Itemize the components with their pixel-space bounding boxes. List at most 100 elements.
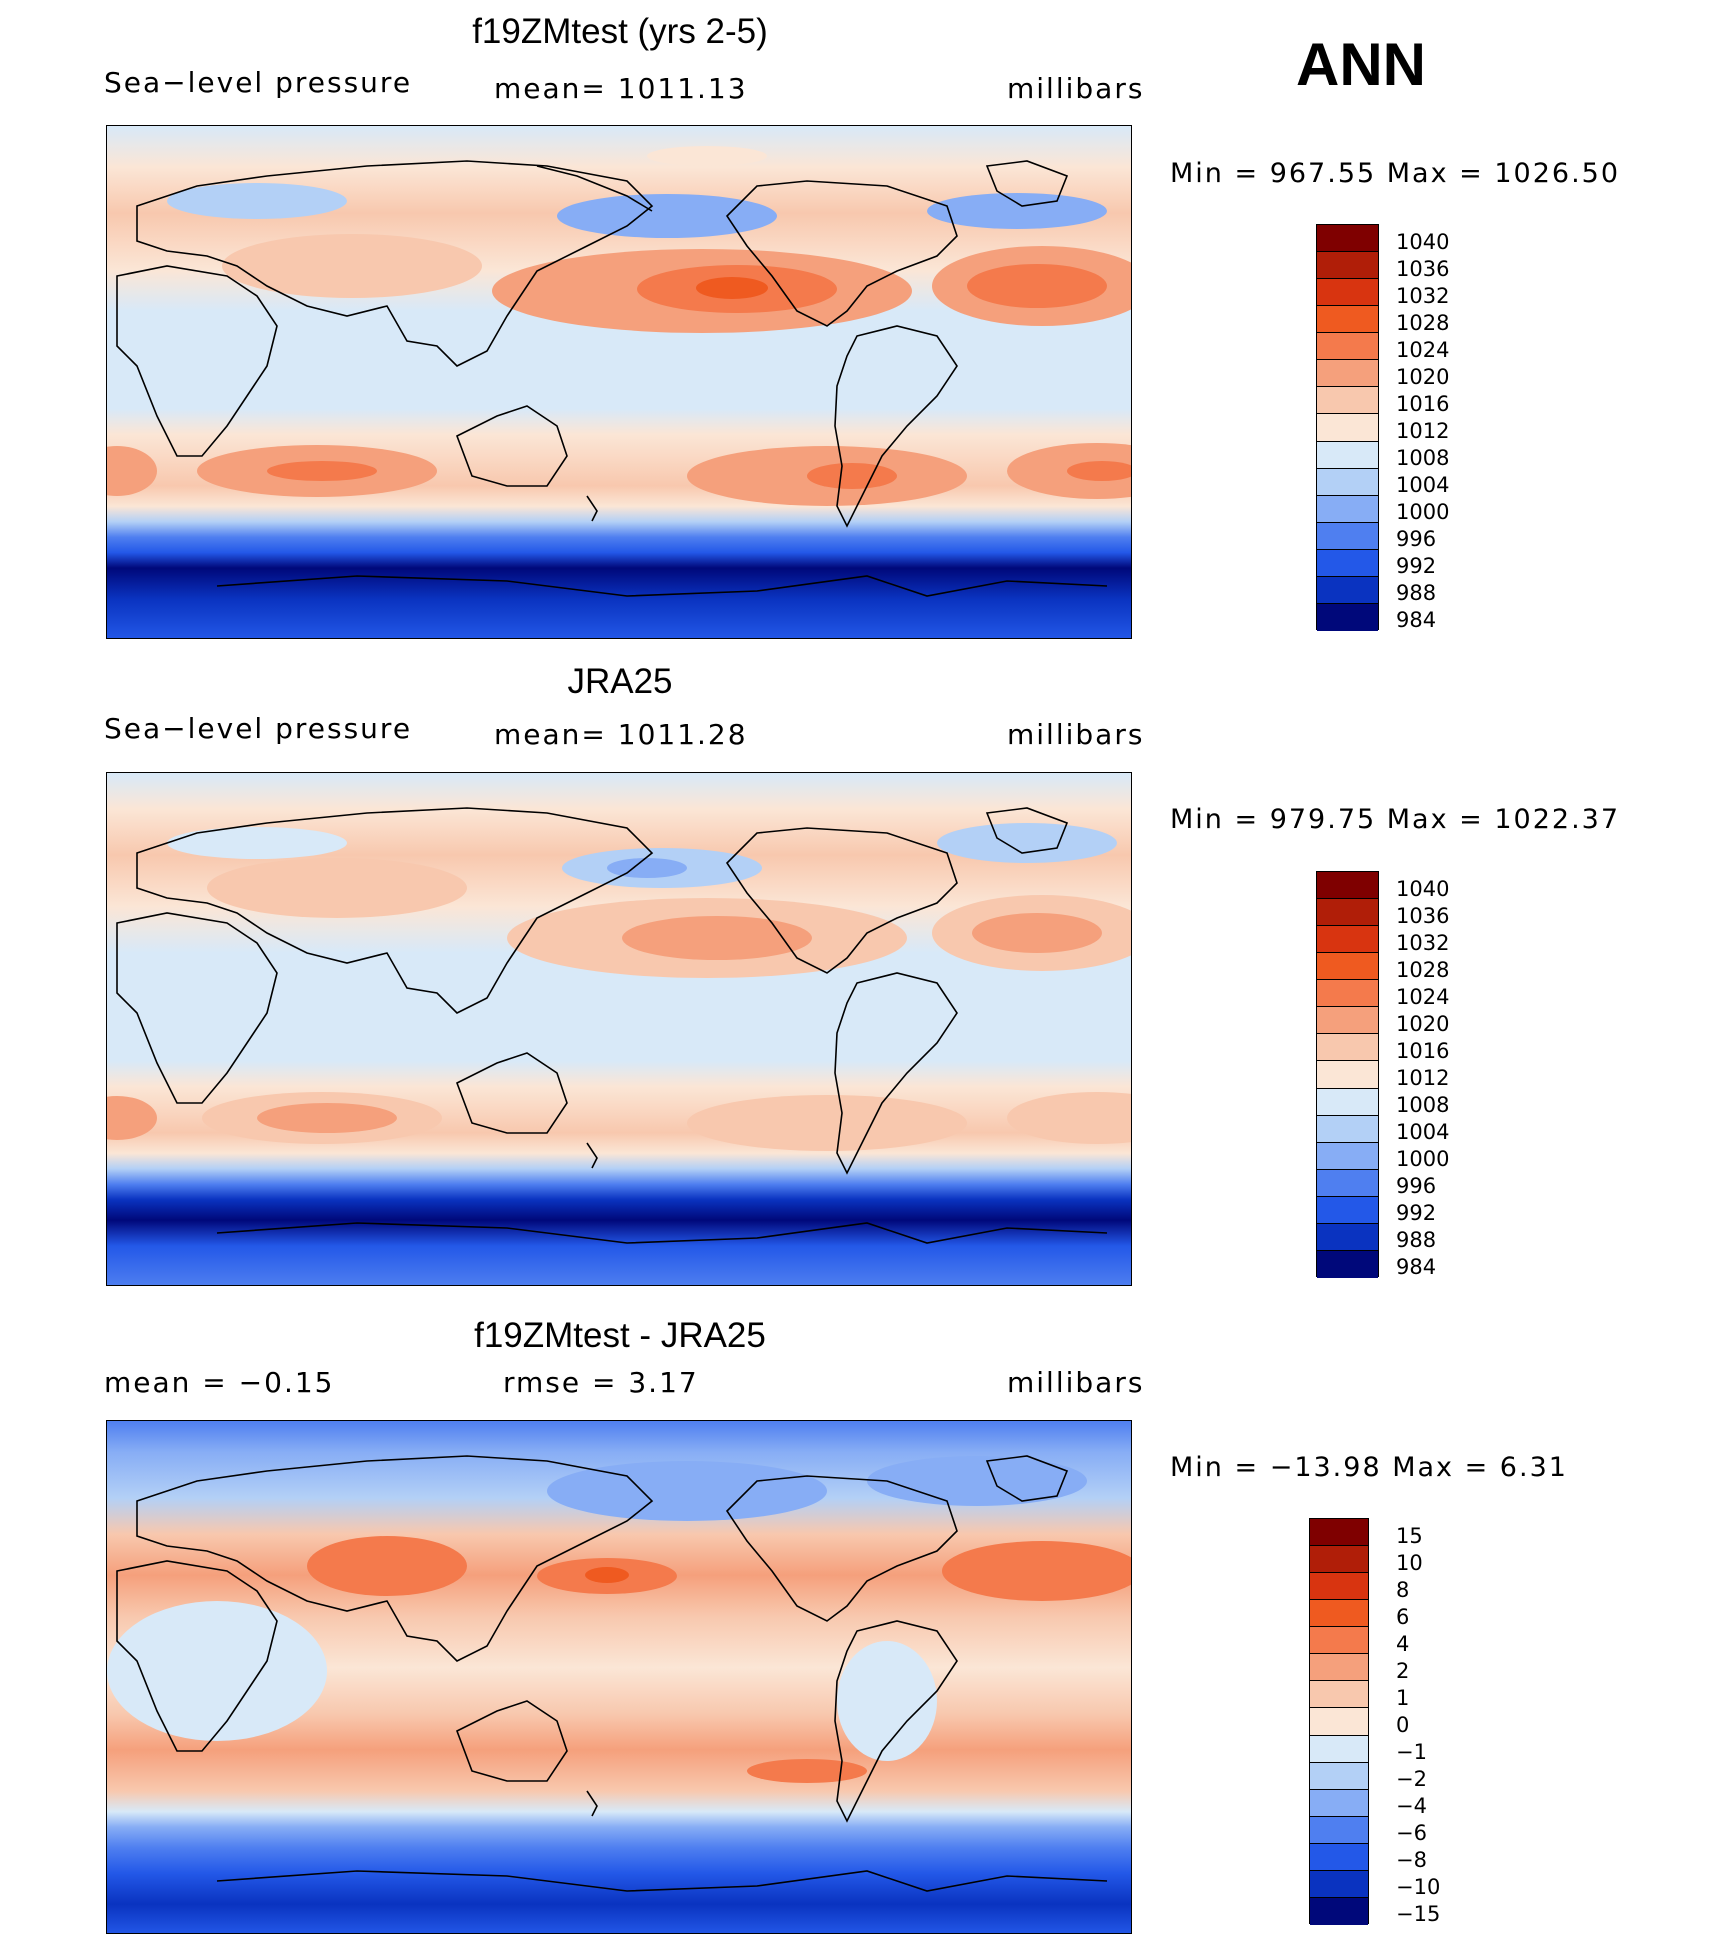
colorbar-level-label: 6 [1396, 1604, 1410, 1629]
colorbar-swatch [1310, 1735, 1368, 1763]
colorbar-level-label: 0 [1396, 1713, 1410, 1737]
colorbar-level-label: 996 [1396, 1174, 1437, 1199]
colorbar-level-label: 988 [1396, 1228, 1437, 1253]
panel-1-title: f19ZMtest (yrs 2-5) [472, 12, 768, 51]
panel-3-units-label: millibars [1007, 1366, 1145, 1399]
colorbar-level-label: 1008 [1396, 1093, 1450, 1118]
colorbar-level-label: 1028 [1396, 957, 1450, 982]
colorbar-level-label: 1040 [1396, 876, 1450, 901]
colorbar-swatch [1317, 1142, 1378, 1170]
panel-2-variable-label: Sea−level pressure [104, 712, 413, 745]
panel-3-rmse-label: rmse = 3.17 [503, 1366, 699, 1399]
colorbar-level-label: 1 [1396, 1685, 1410, 1710]
colorbar-swatch [1317, 899, 1378, 927]
colorbar-swatch [1317, 1088, 1378, 1116]
colorbar-level-label: 4 [1396, 1631, 1410, 1656]
colorbar-swatch [1310, 1519, 1368, 1547]
colorbar-swatch [1317, 1196, 1378, 1224]
colorbar-swatch [1317, 1007, 1378, 1035]
colorbar-level-label: 984 [1396, 608, 1437, 633]
panel-3-mean-label: mean = −0.15 [104, 1366, 335, 1399]
colorbar-swatch [1310, 1600, 1368, 1628]
colorbar-level-label: −2 [1396, 1767, 1427, 1792]
panel-2-mean-label: mean= 1011.28 [494, 718, 748, 751]
colorbar-swatch [1317, 360, 1378, 388]
colorbar-swatch [1317, 306, 1378, 334]
colorbar-swatch [1317, 1223, 1378, 1251]
colorbar-swatch [1310, 1816, 1368, 1844]
colorbar-level-label: 1024 [1396, 984, 1450, 1009]
colorbar-level-label: −10 [1396, 1875, 1441, 1900]
colorbar-swatch [1317, 1034, 1378, 1062]
colorbar-level-label: 1008 [1396, 446, 1450, 471]
colorbar-level-label: 1000 [1396, 500, 1450, 525]
colorbar-level-label: 1004 [1396, 1120, 1450, 1145]
colorbar-swatch [1310, 1870, 1368, 1898]
colorbar-swatch [1310, 1708, 1368, 1736]
panel-3-title: f19ZMtest - JRA25 [474, 1316, 766, 1355]
colorbar-swatch [1317, 1061, 1378, 1089]
colorbar-swatch [1317, 279, 1378, 307]
colorbar-level-label: 1016 [1396, 391, 1450, 416]
colorbar-swatch [1317, 1115, 1378, 1143]
colorbar-swatch [1317, 414, 1378, 442]
colorbar-level-label: 988 [1396, 581, 1437, 606]
colorbar-level-label: 1024 [1396, 337, 1450, 362]
colorbar-swatch [1317, 468, 1378, 496]
colorbar-swatch [1317, 926, 1378, 954]
colorbar-swatch [1317, 603, 1378, 631]
colorbar-level-label: −8 [1396, 1848, 1427, 1873]
panel-1-variable-label: Sea−level pressure [104, 66, 413, 99]
colorbar-swatch [1317, 387, 1378, 415]
colorbar-level-label: 1028 [1396, 310, 1450, 335]
colorbar-level-label: 10 [1396, 1550, 1423, 1575]
colorbar-level-label: 1036 [1396, 256, 1450, 281]
colorbar-swatch [1310, 1762, 1368, 1790]
panel-3-map [106, 1420, 1132, 1934]
colorbar-level-label: −15 [1396, 1902, 1441, 1927]
colorbar-swatch [1310, 1897, 1368, 1925]
colorbar-swatch [1310, 1573, 1368, 1601]
colorbar-swatch [1317, 980, 1378, 1008]
colorbar-level-label: 1012 [1396, 419, 1450, 443]
colorbar-level-label: 992 [1396, 554, 1437, 579]
panel-1-mean-label: mean= 1011.13 [494, 72, 748, 105]
colorbar-swatch [1310, 1789, 1368, 1817]
panel-2-map [106, 772, 1132, 1286]
colorbar-level-label: 1036 [1396, 903, 1450, 928]
colorbar-swatch [1317, 1169, 1378, 1197]
colorbar-level-label: 1032 [1396, 283, 1450, 308]
colorbar-level-label: 1004 [1396, 473, 1450, 498]
colorbar-swatch [1310, 1843, 1368, 1871]
colorbar-swatch [1317, 953, 1378, 981]
panel-3-colorbar [1309, 1518, 1369, 1925]
panel-2-units-label: millibars [1007, 718, 1145, 751]
panel-1-map [106, 125, 1132, 639]
colorbar-swatch [1317, 522, 1378, 550]
colorbar-level-label: 1040 [1396, 229, 1450, 254]
panel-1-colorbar [1316, 224, 1379, 631]
colorbar-swatch [1317, 333, 1378, 361]
colorbar-level-label: 1016 [1396, 1038, 1450, 1063]
colorbar-swatch [1317, 225, 1378, 253]
colorbar-level-label: 1032 [1396, 930, 1450, 955]
colorbar-level-label: 996 [1396, 527, 1437, 552]
colorbar-swatch [1310, 1654, 1368, 1682]
panel-3-minmax: Min = −13.98 Max = 6.31 [1170, 1452, 1568, 1483]
panel-1-minmax: Min = 967.55 Max = 1026.50 [1170, 158, 1621, 189]
colorbar-level-label: −6 [1396, 1821, 1427, 1846]
season-label: ANN [1296, 31, 1426, 98]
colorbar-swatch [1317, 1250, 1378, 1278]
colorbar-level-label: 1000 [1396, 1147, 1450, 1172]
colorbar-level-label: 1012 [1396, 1066, 1450, 1090]
colorbar-level-label: 8 [1396, 1577, 1410, 1602]
colorbar-swatch [1317, 576, 1378, 604]
colorbar-level-label: −1 [1396, 1740, 1427, 1765]
panel-2-colorbar [1316, 871, 1379, 1278]
colorbar-swatch [1310, 1627, 1368, 1655]
panel-2-title: JRA25 [567, 662, 673, 701]
colorbar-swatch [1310, 1681, 1368, 1709]
panel-1-units-label: millibars [1007, 72, 1145, 105]
colorbar-level-label: −4 [1396, 1794, 1427, 1819]
colorbar-level-label: 2 [1396, 1658, 1410, 1683]
